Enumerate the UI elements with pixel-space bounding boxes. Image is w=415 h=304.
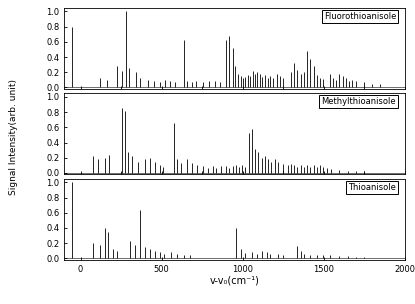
Text: Fluorothioanisole: Fluorothioanisole: [324, 12, 396, 21]
X-axis label: v-v₀(cm⁻¹): v-v₀(cm⁻¹): [210, 275, 259, 285]
Text: Signal Intensity(arb. unit): Signal Intensity(arb. unit): [9, 79, 18, 195]
Text: Methylthioanisole: Methylthioanisole: [322, 97, 396, 106]
Text: Thioanisole: Thioanisole: [348, 183, 396, 192]
